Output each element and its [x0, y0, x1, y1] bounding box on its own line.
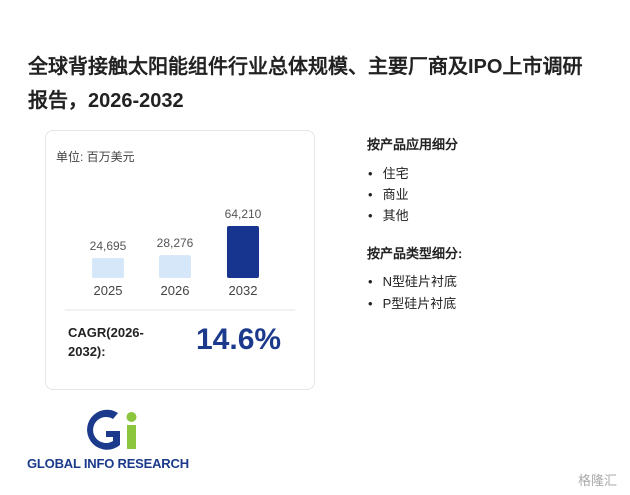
segment-item: 住宅 — [368, 163, 409, 182]
cagr-value: 14.6% — [196, 323, 282, 356]
category-label: 2032 — [229, 283, 258, 298]
value-label: 24,695 — [90, 239, 127, 253]
bar — [159, 255, 191, 278]
market-size-chart: 24,695 2025 28,276 2026 64,210 2032 — [65, 207, 295, 311]
segment-item: N型硅片衬底 — [368, 271, 457, 290]
report-title: 全球背接触太阳能组件行业总体规模、主要厂商及IPO上市调研报告，2026-203… — [28, 56, 583, 112]
segment-item: 商业 — [368, 184, 409, 203]
cagr-label: CAGR(2026-2032): — [68, 325, 144, 359]
segment-title: 按产品类型细分: — [367, 246, 463, 261]
value-label: 64,210 — [225, 207, 262, 221]
segment-title: 按产品应用细分 — [367, 137, 459, 152]
unit-label: 单位: 百万美元 — [56, 150, 135, 164]
category-label: 2025 — [94, 283, 123, 298]
watermark: 格隆汇 — [578, 473, 618, 488]
bar — [92, 258, 124, 278]
logo-mark — [87, 409, 137, 450]
bar — [227, 226, 259, 278]
segment-item: P型硅片衬底 — [368, 293, 457, 312]
logo-text: GLOBAL INFO RESEARCH — [27, 456, 189, 471]
segment-item: 其他 — [368, 205, 409, 224]
category-label: 2026 — [161, 283, 190, 298]
value-label: 28,276 — [157, 236, 194, 250]
summary-card — [45, 130, 315, 390]
